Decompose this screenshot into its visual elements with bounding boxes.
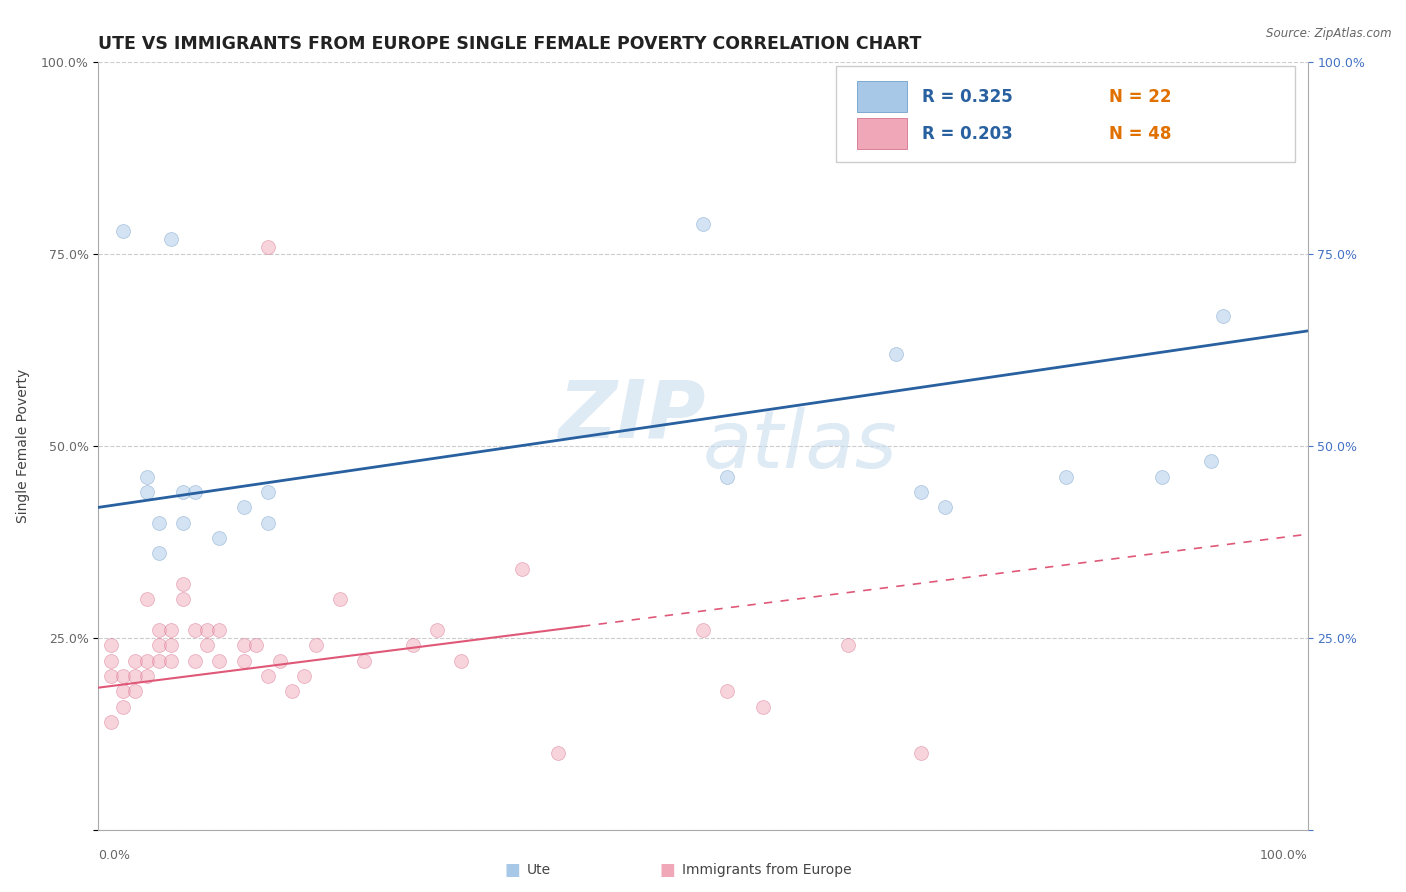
Text: Immigrants from Europe: Immigrants from Europe bbox=[682, 863, 852, 877]
Point bbox=[716, 469, 738, 483]
Point bbox=[135, 592, 157, 607]
Text: ■: ■ bbox=[659, 861, 675, 879]
Text: N = 22: N = 22 bbox=[1109, 87, 1171, 105]
Point bbox=[910, 485, 932, 500]
Point bbox=[305, 639, 328, 653]
Point bbox=[208, 531, 231, 545]
Point bbox=[148, 516, 170, 530]
FancyBboxPatch shape bbox=[856, 81, 907, 112]
Point bbox=[1199, 454, 1222, 468]
Point bbox=[256, 239, 278, 253]
Point bbox=[160, 232, 183, 246]
Point bbox=[353, 654, 375, 668]
Point bbox=[195, 623, 218, 637]
Point bbox=[281, 684, 304, 698]
Point bbox=[752, 699, 775, 714]
Y-axis label: Single Female Poverty: Single Female Poverty bbox=[15, 369, 30, 523]
Point bbox=[1212, 309, 1234, 323]
Point bbox=[124, 654, 146, 668]
Point bbox=[934, 500, 956, 515]
Point bbox=[256, 669, 278, 683]
Point bbox=[184, 623, 207, 637]
FancyBboxPatch shape bbox=[856, 119, 907, 149]
Point bbox=[837, 639, 859, 653]
Text: 0.0%: 0.0% bbox=[98, 849, 131, 862]
Point bbox=[172, 577, 194, 591]
Point bbox=[135, 485, 157, 500]
Point bbox=[135, 654, 157, 668]
Point bbox=[1152, 469, 1174, 483]
Text: R = 0.203: R = 0.203 bbox=[922, 125, 1012, 143]
Point bbox=[100, 669, 122, 683]
Point bbox=[232, 500, 254, 515]
Point bbox=[256, 516, 278, 530]
Point bbox=[692, 217, 714, 231]
Text: N = 48: N = 48 bbox=[1109, 125, 1171, 143]
Point bbox=[269, 654, 291, 668]
Point bbox=[148, 546, 170, 560]
Point bbox=[172, 516, 194, 530]
Point bbox=[184, 654, 207, 668]
Point bbox=[547, 746, 569, 760]
Text: ■: ■ bbox=[505, 861, 520, 879]
Point bbox=[232, 654, 254, 668]
Point bbox=[426, 623, 449, 637]
Point bbox=[184, 485, 207, 500]
Point bbox=[111, 684, 134, 698]
Point bbox=[208, 654, 231, 668]
Point bbox=[160, 654, 183, 668]
Point bbox=[148, 654, 170, 668]
Point bbox=[172, 592, 194, 607]
Text: Ute: Ute bbox=[527, 863, 551, 877]
Point bbox=[245, 639, 267, 653]
Point bbox=[1054, 469, 1077, 483]
Point bbox=[124, 684, 146, 698]
Point bbox=[692, 623, 714, 637]
Point bbox=[160, 623, 183, 637]
Point bbox=[195, 639, 218, 653]
Point bbox=[100, 654, 122, 668]
Point bbox=[148, 623, 170, 637]
FancyBboxPatch shape bbox=[837, 66, 1295, 162]
Point bbox=[160, 639, 183, 653]
Text: R = 0.325: R = 0.325 bbox=[922, 87, 1012, 105]
Point bbox=[124, 669, 146, 683]
Text: Source: ZipAtlas.com: Source: ZipAtlas.com bbox=[1267, 27, 1392, 40]
Point bbox=[256, 485, 278, 500]
Text: UTE VS IMMIGRANTS FROM EUROPE SINGLE FEMALE POVERTY CORRELATION CHART: UTE VS IMMIGRANTS FROM EUROPE SINGLE FEM… bbox=[98, 35, 922, 53]
Point bbox=[100, 639, 122, 653]
Point bbox=[450, 654, 472, 668]
Point bbox=[402, 639, 425, 653]
Point bbox=[329, 592, 352, 607]
Point bbox=[232, 639, 254, 653]
Point bbox=[208, 623, 231, 637]
Point bbox=[111, 669, 134, 683]
Text: ZIP: ZIP bbox=[558, 376, 706, 454]
Point bbox=[292, 669, 315, 683]
Point bbox=[172, 485, 194, 500]
Point bbox=[135, 469, 157, 483]
Point bbox=[510, 562, 533, 576]
Point bbox=[148, 639, 170, 653]
Point bbox=[886, 347, 908, 361]
Point bbox=[910, 746, 932, 760]
Point bbox=[111, 224, 134, 238]
Point bbox=[135, 669, 157, 683]
Text: 100.0%: 100.0% bbox=[1260, 849, 1308, 862]
Point bbox=[716, 684, 738, 698]
Point bbox=[100, 715, 122, 730]
Point bbox=[111, 699, 134, 714]
Text: atlas: atlas bbox=[703, 407, 898, 485]
